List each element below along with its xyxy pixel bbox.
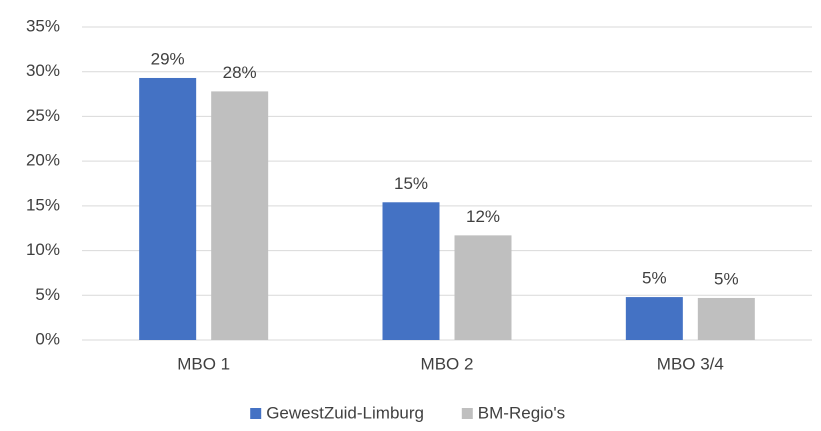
bar <box>139 77 197 340</box>
y-tick-label: 0% <box>35 329 60 348</box>
x-tick-label: MBO 1 <box>177 354 230 373</box>
y-tick-label: 20% <box>26 151 60 170</box>
bar <box>625 297 683 340</box>
value-label: 5% <box>714 269 739 288</box>
value-label: 28% <box>223 63 257 82</box>
bar <box>382 202 440 340</box>
legend-swatch <box>461 408 473 419</box>
y-tick-label: 25% <box>26 106 60 125</box>
y-tick-label: 5% <box>35 285 60 304</box>
bar <box>454 235 512 340</box>
legend-label: GewestZuid-Limburg <box>266 403 424 422</box>
value-label: 12% <box>466 207 500 226</box>
value-label: 5% <box>642 269 667 288</box>
x-tick-label: MBO 2 <box>421 354 474 373</box>
bar <box>211 91 269 340</box>
legend-label: BM-Regio's <box>478 403 565 422</box>
x-tick-label: MBO 3/4 <box>657 354 724 373</box>
value-label: 29% <box>151 49 185 68</box>
y-tick-label: 35% <box>26 16 60 35</box>
legend-swatch <box>250 408 262 419</box>
y-tick-label: 15% <box>26 195 60 214</box>
value-label: 15% <box>394 174 428 193</box>
bar <box>697 297 755 340</box>
y-tick-label: 30% <box>26 61 60 80</box>
y-tick-label: 10% <box>26 240 60 259</box>
